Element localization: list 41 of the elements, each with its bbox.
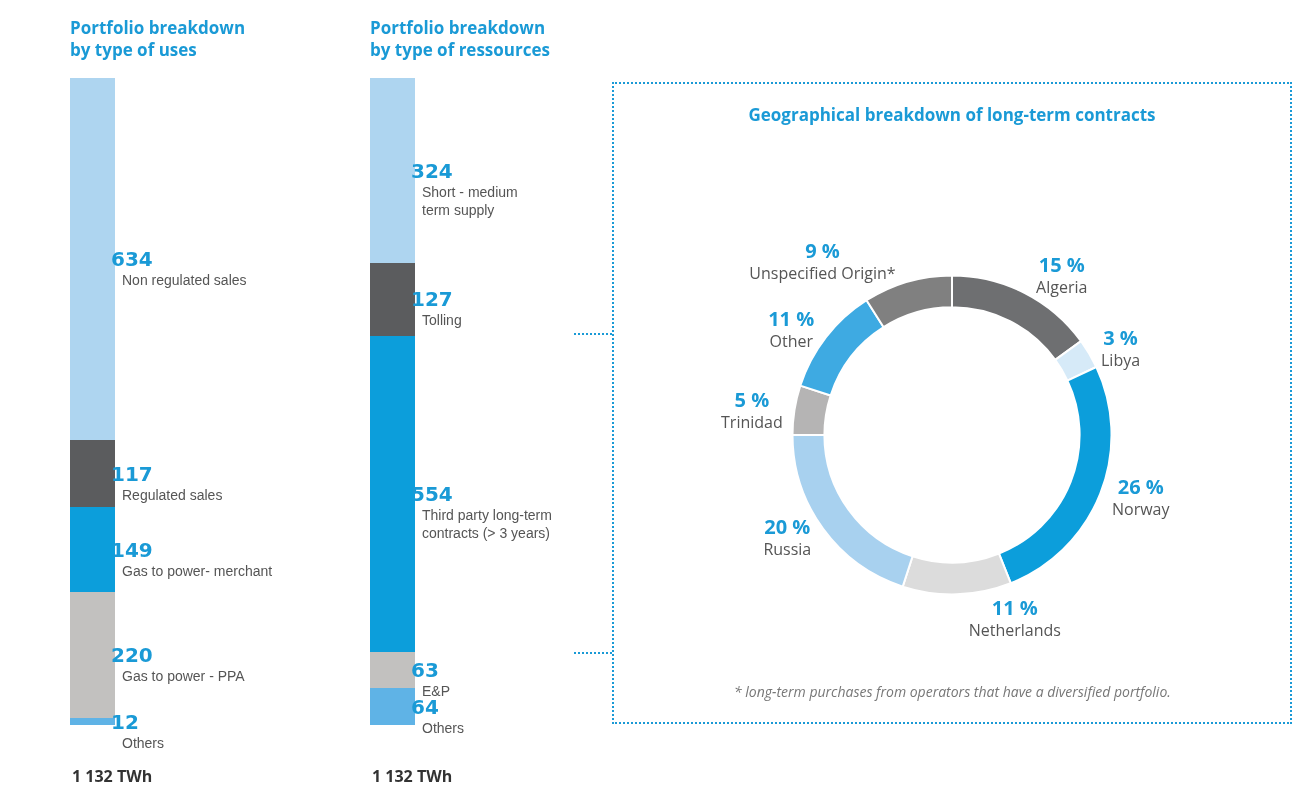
slice-label: Libya	[1100, 349, 1141, 372]
series-label: Third party long-term contracts (> 3 years)	[422, 507, 552, 542]
data-label: 11 %	[991, 594, 1038, 622]
text: 1 132 TWh	[372, 765, 453, 785]
text: * long-term purchases from operators that have a diversified portfolio.	[734, 682, 1171, 701]
data-label: 11 %	[768, 304, 815, 332]
series-label: E&P	[422, 683, 451, 699]
data-label: 324	[411, 159, 453, 183]
bar	[70, 440, 115, 508]
slice-label: Netherlands	[968, 619, 1061, 642]
series-label: Non regulated sales	[122, 272, 247, 288]
slice-label: Trinidad	[721, 410, 783, 433]
series-label: Tolling	[422, 312, 462, 328]
data-label: 26 %	[1117, 473, 1164, 501]
data-label: 20 %	[764, 513, 811, 541]
data-label: 63	[411, 658, 439, 682]
text: Portfolio breakdown by type of uses	[70, 16, 246, 62]
series-label: Gas to power- merchant	[122, 563, 273, 579]
data-label: 15 %	[1038, 250, 1085, 278]
series-label: Regulated sales	[122, 487, 223, 503]
series-label: Others	[122, 735, 165, 751]
slice-label: Unspecified Origin*	[749, 261, 896, 284]
text: 1 132 TWh	[72, 765, 153, 785]
chart-title: Geographical breakdown of long-term contracts	[748, 103, 1156, 127]
bar	[370, 263, 415, 336]
series-label: Others	[422, 720, 465, 736]
data-label: 9 %	[805, 236, 840, 264]
data-label: 634	[111, 247, 153, 271]
bar	[70, 507, 115, 593]
series-label: Short - medium term supply	[422, 184, 518, 219]
text: Portfolio breakdown by type of ressources	[370, 16, 550, 62]
data-label: 220	[111, 643, 153, 667]
slice-label: Other	[769, 329, 814, 352]
series-label: Gas to power - PPA	[122, 668, 246, 684]
data-label: 5 %	[734, 385, 770, 413]
data-label: 3 %	[1103, 324, 1138, 352]
bar	[70, 718, 115, 725]
slice-label: Norway	[1112, 498, 1171, 521]
data-label: 12	[111, 710, 139, 734]
slice-label: Russia	[763, 538, 812, 561]
slice-label: Algeria	[1036, 275, 1088, 298]
